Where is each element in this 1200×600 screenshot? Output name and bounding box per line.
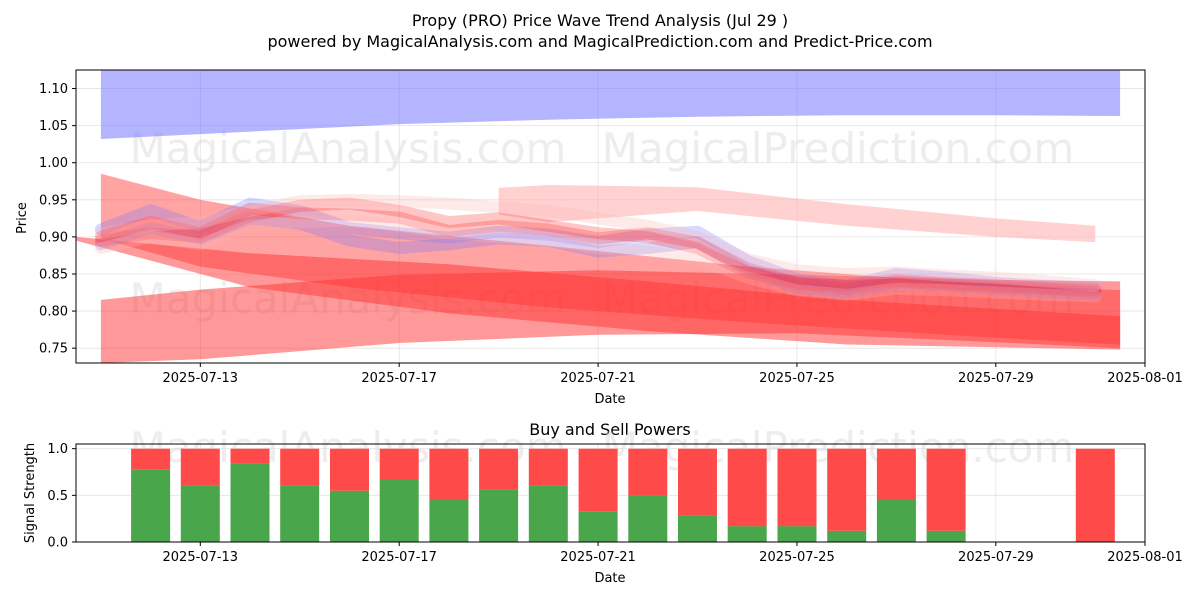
y-tick-label: 1.00: [39, 156, 68, 171]
signal-y-label: Signal Strength: [23, 443, 38, 543]
buy-bar: [479, 489, 519, 542]
y-tick-label: 0.0: [47, 536, 68, 551]
price-path: [94, 214, 1102, 303]
sell-bar: [827, 448, 867, 531]
buy-bar: [777, 526, 817, 542]
buy-bar: [827, 530, 867, 542]
sell-bar: [528, 448, 568, 486]
buy-bar: [578, 511, 618, 542]
price-band: [76, 236, 1121, 350]
price-band: [498, 185, 1096, 243]
sell-bar: [479, 448, 519, 490]
sell-bar: [379, 448, 419, 480]
buy-bar: [180, 485, 220, 542]
buy-bar: [131, 469, 171, 542]
watermark-text: MagicalPrediction.com: [602, 124, 1075, 173]
sell-bar: [628, 448, 668, 496]
price-band: [100, 173, 1121, 345]
price-path: [94, 212, 1102, 301]
x-tick-label: 2025-07-13: [163, 371, 239, 386]
buy-bar: [528, 485, 568, 542]
sell-bar: [180, 448, 220, 486]
buy-bar: [379, 479, 419, 542]
sell-bar: [678, 448, 717, 516]
signal-y-ticks: 0.0 0.5 1.0: [47, 442, 76, 551]
signal-bars: [131, 448, 1115, 542]
x-tick-label: 2025-07-29: [958, 550, 1034, 565]
buy-bar: [727, 526, 767, 542]
x-tick-label: 2025-07-17: [361, 371, 437, 386]
price-path: [94, 193, 1102, 292]
price-y-ticks: 0.75 0.80 0.85 0.90 0.95 1.00 1.05 1.10: [39, 82, 76, 357]
signal-chart: Buy and Sell Powers MagicalAnalysis.com …: [23, 420, 1183, 586]
buy-bar: [876, 500, 916, 542]
signal-x-ticks: 2025-07-13 2025-07-17 2025-07-21 2025-07-25…: [163, 542, 1183, 565]
price-path: [94, 197, 1102, 295]
buy-bar: [280, 485, 320, 542]
price-axes-frame: [75, 69, 1146, 364]
sell-bar: [876, 448, 916, 500]
price-bands: [76, 70, 1121, 363]
sell-bar: [280, 448, 320, 486]
buy-bar: [628, 495, 668, 542]
x-tick-label: 2025-07-21: [560, 371, 636, 386]
x-tick-label: 2025-08-01: [1107, 550, 1183, 565]
sell-bar: [230, 448, 270, 464]
chart-subtitle: powered by MagicalAnalysis.com and Magic…: [267, 32, 932, 51]
signal-axes-frame: [75, 443, 1146, 543]
y-tick-label: 0.85: [39, 267, 68, 282]
buy-bar: [230, 463, 270, 542]
x-tick-label: 2025-07-21: [560, 550, 636, 565]
price-x-label: Date: [594, 392, 625, 407]
price-band: [100, 70, 1121, 139]
x-tick-label: 2025-07-29: [958, 371, 1034, 386]
chart-title: Propy (PRO) Price Wave Trend Analysis (J…: [412, 11, 788, 30]
price-y-label: Price: [15, 202, 30, 234]
buy-bar: [429, 500, 469, 542]
y-tick-label: 0.75: [39, 342, 68, 357]
sell-bar: [578, 448, 618, 512]
price-paths: [94, 193, 1102, 303]
sell-bar: [429, 448, 469, 500]
signal-x-label: Date: [594, 571, 625, 586]
y-tick-label: 0.5: [47, 489, 68, 504]
signal-chart-title: Buy and Sell Powers: [529, 420, 691, 439]
y-tick-label: 0.80: [39, 305, 68, 320]
sell-bar: [926, 448, 966, 531]
sell-bar: [727, 448, 767, 527]
buy-bar: [678, 515, 717, 542]
price-chart: MagicalAnalysis.com MagicalPrediction.co…: [15, 69, 1183, 407]
y-tick-label: 1.0: [47, 442, 68, 457]
sell-bar: [131, 448, 171, 470]
x-tick-label: 2025-07-13: [163, 550, 239, 565]
y-tick-label: 1.10: [39, 82, 68, 97]
x-tick-label: 2025-07-25: [759, 550, 835, 565]
sell-bar: [1075, 448, 1115, 542]
y-tick-label: 1.05: [39, 119, 68, 134]
x-tick-label: 2025-07-25: [759, 371, 835, 386]
sell-bar: [777, 448, 817, 527]
price-path: [94, 197, 1102, 297]
price-x-ticks: 2025-07-13 2025-07-17 2025-07-21 2025-07-25…: [163, 363, 1183, 386]
x-tick-label: 2025-08-01: [1107, 371, 1183, 386]
buy-bar: [330, 490, 369, 542]
y-tick-label: 0.90: [39, 230, 68, 245]
price-path: [94, 202, 1102, 299]
y-tick-label: 0.95: [39, 193, 68, 208]
sell-bar: [330, 448, 369, 491]
buy-bar: [926, 530, 966, 542]
x-tick-label: 2025-07-17: [361, 550, 437, 565]
